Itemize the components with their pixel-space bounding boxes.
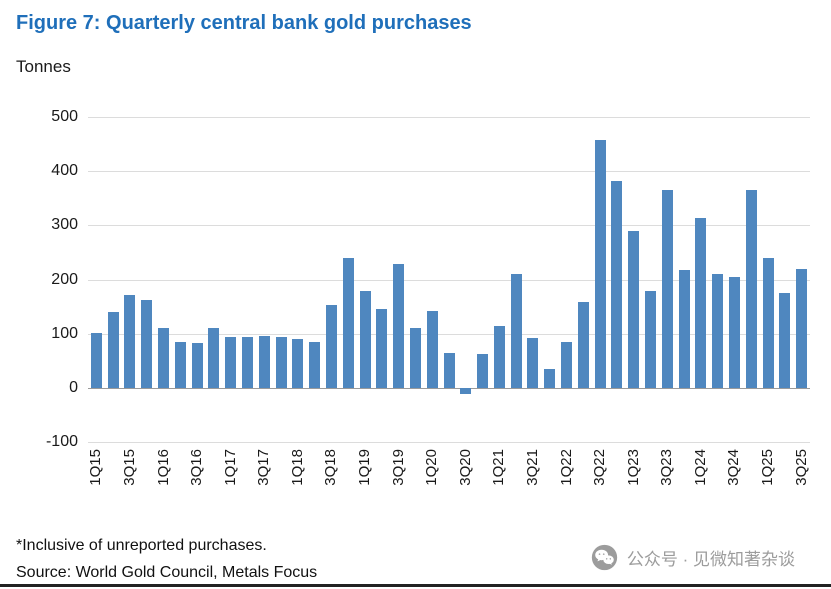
bar-3Q24 <box>728 276 740 388</box>
x-tick-label: 3Q23 <box>658 449 676 486</box>
bar-1Q25 <box>762 257 774 388</box>
x-tick-label: 1Q15 <box>87 449 105 486</box>
bar-4Q18 <box>342 257 354 388</box>
bar-1Q24 <box>695 218 707 388</box>
footnotes: *Inclusive of unreported purchases. Sour… <box>16 532 317 586</box>
y-tick-label: 400 <box>51 162 78 180</box>
bar-2Q24 <box>712 274 724 388</box>
gridline <box>88 279 810 281</box>
bar-3Q17 <box>258 335 270 388</box>
x-tick-label: 1Q23 <box>624 449 642 486</box>
gridline <box>88 333 810 335</box>
x-tick-label: 3Q20 <box>456 449 474 486</box>
bar-1Q15 <box>90 333 102 388</box>
bar-1Q21 <box>493 325 505 388</box>
y-tick-label: 0 <box>69 378 78 396</box>
bar-3Q22 <box>594 139 606 388</box>
bar-2Q15 <box>107 312 119 388</box>
y-tick-label: 100 <box>51 324 78 342</box>
footnote-text: *Inclusive of unreported purchases. <box>16 537 267 554</box>
bar-1Q17 <box>225 337 237 388</box>
plot-area <box>88 117 810 443</box>
x-tick-label: 1Q25 <box>759 449 777 486</box>
x-tick-label: 3Q16 <box>188 449 206 486</box>
y-tick-label: 500 <box>51 108 78 125</box>
figure-title: Figure 7: Quarterly central bank gold pu… <box>16 12 472 34</box>
x-tick-label: 1Q20 <box>423 449 441 486</box>
bar-2Q23 <box>644 291 656 388</box>
x-axis: 1Q15 3Q15 1Q16 3Q16 1Q17 3Q17 1Q18 3Q18 1Q19 3Q19… <box>87 449 810 529</box>
bar-4Q24 <box>745 189 757 388</box>
bar-1Q19 <box>359 291 371 388</box>
gridline <box>88 225 810 227</box>
gridline <box>88 442 810 443</box>
bar-2Q16 <box>174 341 186 388</box>
x-tick-label: 1Q16 <box>154 449 172 486</box>
watermark: 公众号 · 见微知著杂谈 <box>591 544 795 571</box>
bar-2Q18 <box>309 342 321 388</box>
wechat-icon <box>591 544 618 571</box>
source-text: Source: World Gold Council, Metals Focus <box>16 564 318 581</box>
y-tick-label: -100 <box>45 433 78 450</box>
bar-3Q19 <box>393 264 405 388</box>
x-tick-label: 1Q19 <box>356 449 374 486</box>
bar-3Q15 <box>124 294 136 388</box>
bar-3Q20 <box>460 387 472 395</box>
x-tick-label: 1Q24 <box>691 449 709 486</box>
bar-1Q18 <box>292 339 304 388</box>
bar-4Q16 <box>208 328 220 388</box>
y-tick-label: 300 <box>51 216 78 234</box>
x-tick-label: 3Q17 <box>255 449 273 486</box>
x-tick-label: 3Q22 <box>591 449 609 486</box>
bar-4Q22 <box>611 181 623 388</box>
gridline <box>88 171 810 173</box>
y-tick-label: 200 <box>51 270 78 288</box>
x-tick-label: 3Q21 <box>523 449 541 486</box>
bar-2Q25 <box>779 293 791 388</box>
bar-2Q17 <box>242 337 253 388</box>
x-tick-label: 3Q19 <box>389 449 407 486</box>
x-tick-label: 1Q18 <box>288 449 306 486</box>
bar-3Q16 <box>191 343 203 388</box>
x-tick-label: 3Q18 <box>322 449 340 486</box>
y-axis-unit-label: Tonnes <box>16 57 71 76</box>
bar-2Q20 <box>443 353 455 388</box>
bar-2Q22 <box>577 302 589 388</box>
bar-4Q23 <box>678 269 690 388</box>
x-tick-label: 3Q25 <box>792 449 810 486</box>
bar-3Q18 <box>325 304 337 388</box>
bar-4Q21 <box>544 368 556 388</box>
x-tick-label: 1Q22 <box>557 449 575 486</box>
bar-4Q15 <box>141 299 153 388</box>
bottom-border-line <box>0 584 831 587</box>
x-tick-label: 3Q15 <box>120 449 138 486</box>
bar-1Q20 <box>426 311 438 388</box>
x-tick-label: 1Q17 <box>221 449 239 486</box>
bar-4Q19 <box>409 328 421 388</box>
watermark-text: 公众号 · 见微知著杂谈 <box>626 550 795 569</box>
bar-3Q21 <box>527 338 539 388</box>
bar-1Q16 <box>158 328 170 388</box>
bar-2Q21 <box>510 274 522 388</box>
bar-1Q22 <box>561 342 573 388</box>
bar-3Q25 <box>796 268 808 388</box>
bar-1Q23 <box>628 230 640 388</box>
bar-4Q20 <box>477 354 489 388</box>
x-tick-label: 3Q24 <box>725 449 743 486</box>
bar-3Q23 <box>661 189 673 388</box>
gridline <box>88 117 810 118</box>
x-tick-label: 1Q21 <box>490 449 508 486</box>
bar-4Q17 <box>275 337 287 388</box>
bar-2Q19 <box>376 308 388 388</box>
zero-axis-line <box>88 387 810 389</box>
y-axis: -100 0 100 200 300 400 500 <box>10 108 78 450</box>
